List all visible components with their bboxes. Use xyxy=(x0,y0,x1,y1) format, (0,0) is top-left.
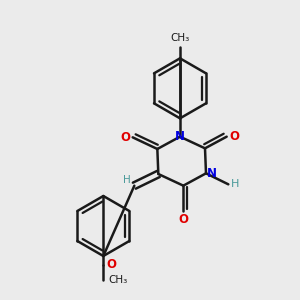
Text: O: O xyxy=(120,131,130,144)
Text: N: N xyxy=(207,167,217,180)
Text: N: N xyxy=(175,130,185,143)
Text: O: O xyxy=(106,259,116,272)
Text: CH₃: CH₃ xyxy=(170,33,190,43)
Text: O: O xyxy=(178,213,188,226)
Text: H: H xyxy=(231,179,239,189)
Text: H: H xyxy=(123,175,131,185)
Text: O: O xyxy=(229,130,239,143)
Text: CH₃: CH₃ xyxy=(108,275,128,285)
